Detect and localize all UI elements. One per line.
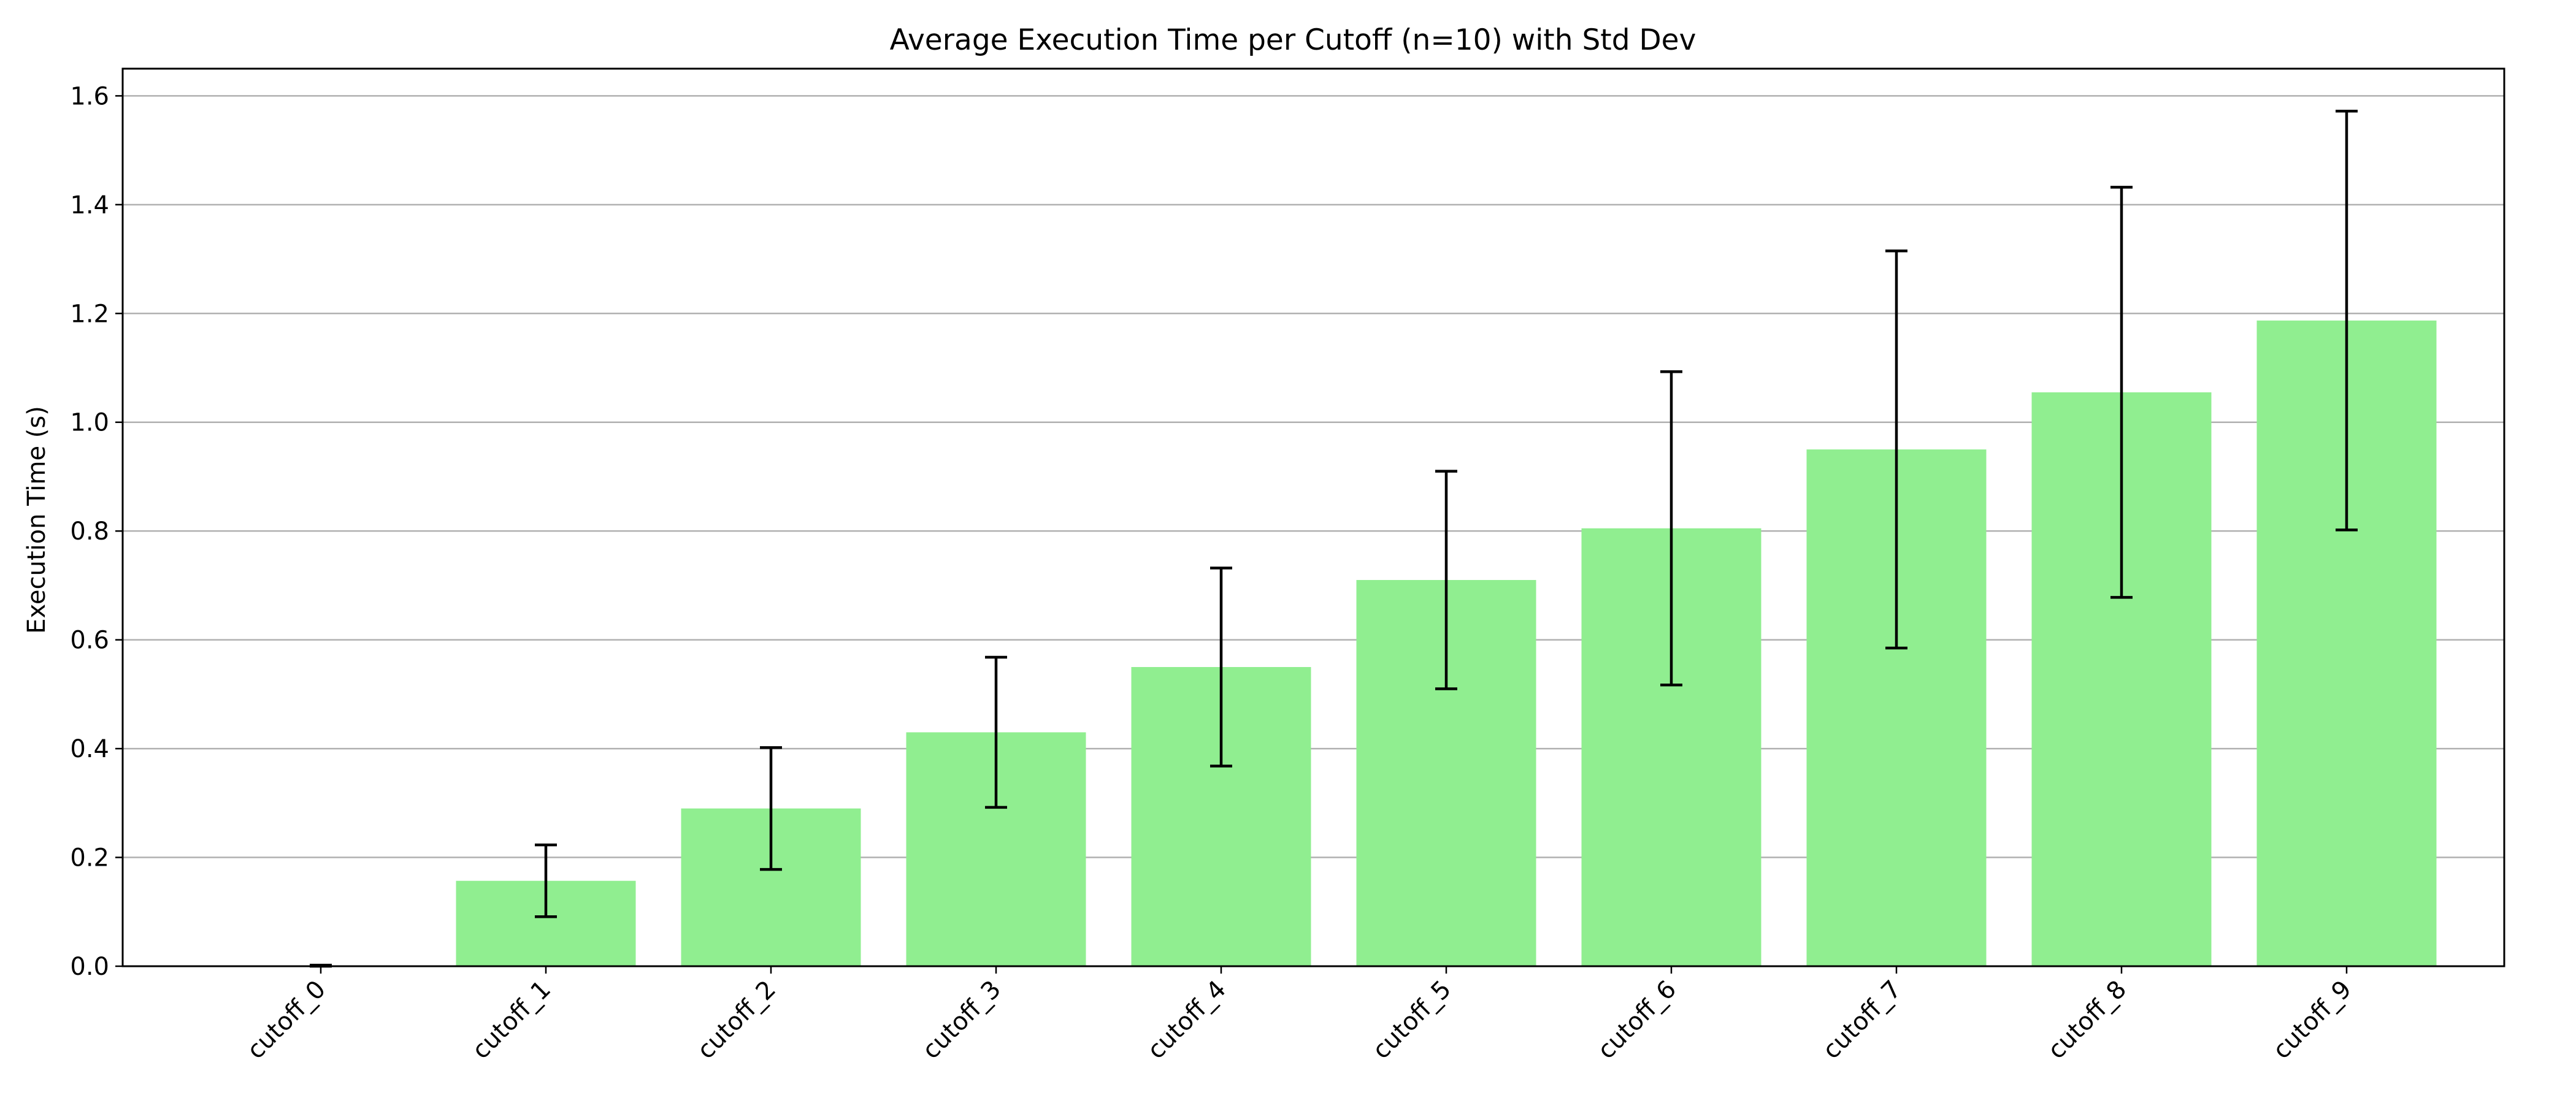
x-tick-label: cutoff_0 (242, 975, 331, 1065)
y-tick-label: 1.2 (70, 300, 109, 328)
y-tick-label: 1.6 (70, 82, 109, 110)
y-axis-label: Execution Time (s) (23, 406, 51, 634)
y-tick-label: 1.0 (70, 409, 109, 437)
x-tick-label: cutoff_8 (2042, 975, 2132, 1065)
bars (231, 320, 2437, 966)
y-tick-label: 1.4 (70, 191, 109, 219)
x-tick-label: cutoff_9 (2267, 975, 2357, 1065)
chart-title: Average Execution Time per Cutoff (n=10)… (890, 23, 1696, 57)
x-tick-label: cutoff_1 (467, 975, 556, 1065)
x-tick-label: cutoff_5 (1367, 975, 1457, 1065)
plot-frame (121, 67, 2505, 967)
y-tick-label: 0.2 (70, 844, 109, 872)
grid-lines (123, 95, 2504, 858)
y-tick-label: 0.6 (70, 627, 109, 655)
y-tick-label: 0.0 (70, 953, 109, 981)
y-tick-label: 0.4 (70, 735, 109, 763)
x-axis: cutoff_0 cutoff_1 cutoff_2 cutoff_3 cutoff_4… (242, 966, 2357, 1065)
x-tick-label: cutoff_4 (1142, 975, 1232, 1065)
y-tick-label: 0.8 (70, 517, 109, 546)
x-tick-label: cutoff_3 (917, 975, 1006, 1065)
x-tick-label: cutoff_6 (1592, 975, 1682, 1065)
x-tick-label: cutoff_7 (1817, 975, 1907, 1065)
y-axis: 0.0 0.2 0.4 0.6 0.8 1.0 1.2 1.4 1.6 (70, 82, 123, 981)
x-tick-label: cutoff_2 (692, 975, 781, 1065)
